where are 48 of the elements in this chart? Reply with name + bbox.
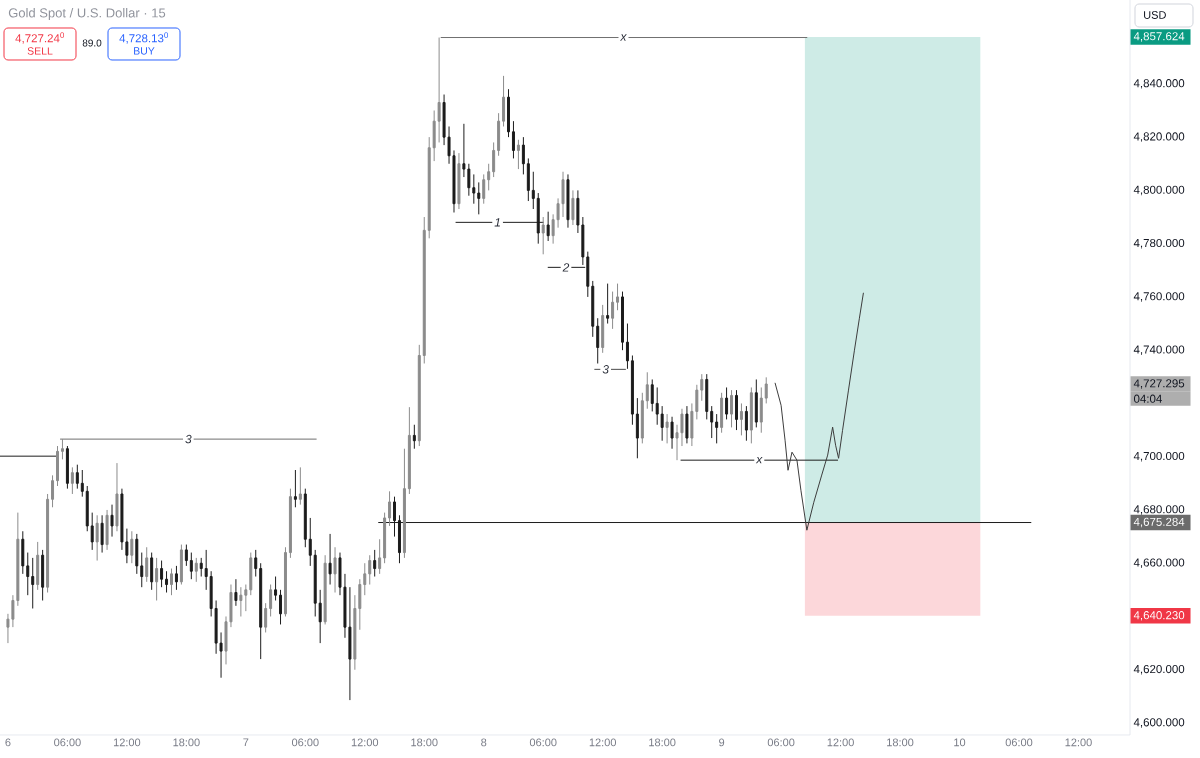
y-tick-label: 4,660.000 [1133, 558, 1185, 568]
y-tick-label: 4,760.000 [1133, 292, 1185, 302]
x-tick-label: 12:00 [113, 738, 141, 747]
x-tick-label: 12:00 [589, 738, 616, 747]
x-tick-label: 18:00 [649, 738, 676, 747]
y-tick-label: 4,600.000 [1133, 718, 1185, 728]
annotation: 4,727.24$^{0}$ [15, 32, 65, 44]
x-tick-label: 18:00 [887, 738, 914, 747]
y-tick-label: 4,840.000 [1133, 79, 1185, 89]
y-tick-label: 4,800.000 [1133, 185, 1185, 196]
text: USD [1144, 11, 1166, 19]
annotation: 89.0 [82, 39, 102, 47]
text: 04:04 [1133, 394, 1162, 403]
annotation: 3 [602, 365, 609, 374]
y-tick-label: 4,740.000 [1133, 345, 1185, 355]
x-tick-label: 18:00 [411, 738, 438, 747]
y-tick-label: 4,857.624 [1133, 32, 1185, 42]
x-tick-label: 12:00 [351, 738, 379, 747]
x-tick-label: 06:00 [54, 738, 81, 747]
y-tick-label: 4,820.000 [1133, 132, 1185, 142]
annotation: x [755, 456, 763, 464]
x-tick-label: 06:00 [529, 738, 557, 747]
x-tick-label: 12:00 [827, 738, 854, 747]
y-tick-label: 4,640.230 [1133, 611, 1185, 621]
x-tick-label: 12:00 [1065, 738, 1092, 747]
annotation: 2 [562, 263, 570, 272]
y-tick-label: 4,680.000 [1133, 505, 1185, 515]
annotation: 1 [494, 218, 500, 227]
x-tick-label: 9 [719, 738, 725, 747]
annotation: BUY [134, 47, 155, 55]
text: Gold Spot / U.S. Dollar · 15 [8, 7, 166, 21]
y-tick-label: 4,675.284 [1133, 517, 1185, 528]
x-tick-label: 8 [481, 738, 487, 747]
x-tick-label: 06:00 [767, 738, 795, 747]
y-tick-label: 4,620.000 [1133, 664, 1185, 675]
annotation: x [620, 34, 627, 41]
x-tick-label: 06:00 [1005, 738, 1033, 747]
annotation: 3 [185, 434, 192, 444]
annotation: SELL [27, 47, 53, 55]
y-tick-label: 4,700.000 [1133, 451, 1185, 462]
x-tick-label: 7 [243, 738, 249, 747]
annotation: 4,728.13$^{0}$ [119, 32, 169, 44]
y-tick-label: 4,727.295 [1133, 379, 1185, 389]
x-tick-label: 10 [954, 738, 966, 747]
x-tick-label: 18:00 [173, 738, 200, 747]
y-tick-label: 4,780.000 [1133, 238, 1185, 249]
x-tick-label: 06:00 [291, 738, 319, 747]
x-tick-label: 6 [5, 738, 11, 747]
